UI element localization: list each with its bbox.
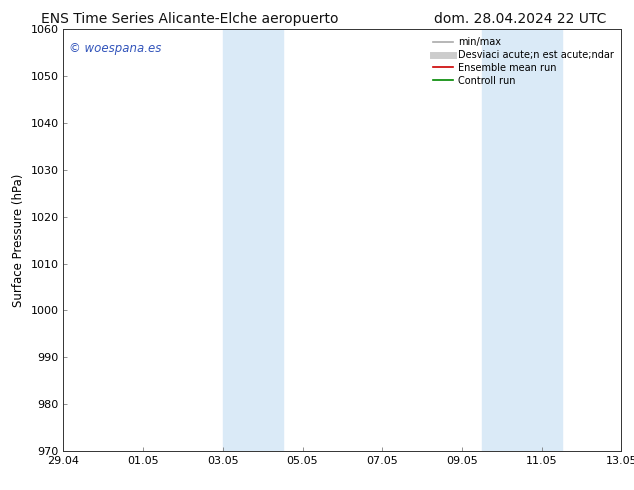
Text: ENS Time Series Alicante-Elche aeropuerto: ENS Time Series Alicante-Elche aeropuert…	[41, 12, 339, 26]
Legend: min/max, Desviaci acute;n est acute;ndar, Ensemble mean run, Controll run: min/max, Desviaci acute;n est acute;ndar…	[430, 34, 616, 89]
Bar	[223, 29, 243, 451]
Text: dom. 28.04.2024 22 UTC: dom. 28.04.2024 22 UTC	[434, 12, 606, 26]
Text: © woespana.es: © woespana.es	[69, 42, 162, 55]
Bar	[243, 29, 283, 451]
Bar	[482, 29, 501, 451]
Bar	[501, 29, 562, 451]
Y-axis label: Surface Pressure (hPa): Surface Pressure (hPa)	[12, 173, 25, 307]
